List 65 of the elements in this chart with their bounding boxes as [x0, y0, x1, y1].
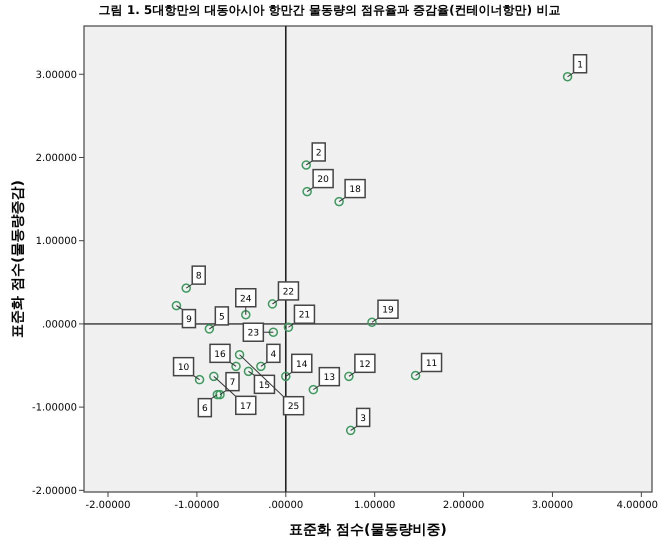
- x-tick-label: -2.00000: [86, 500, 130, 511]
- annotation: 22: [282, 287, 294, 298]
- y-tick-label: 3.00000: [36, 70, 77, 81]
- annotation: 21: [298, 310, 310, 321]
- annotation: 5: [218, 312, 225, 322]
- annotation: 9: [186, 315, 192, 326]
- point: [302, 186, 312, 196]
- point: [234, 350, 244, 360]
- annotation: 2: [316, 148, 322, 158]
- chart-title: 그림 1. 5대항만의 대동아시아 항만간 물동량의 점유율과 증감율(컨테이너항만) 비교: [98, 3, 560, 17]
- annotation: 18: [349, 185, 362, 196]
- y-tick-label: -1.00000: [32, 402, 77, 414]
- y-tick-label: .00000: [42, 319, 77, 330]
- y-tick-label: -2.00000: [32, 486, 77, 497]
- annotation: 14: [296, 360, 308, 370]
- point: [181, 283, 191, 293]
- annotation: 4: [270, 350, 277, 360]
- annotation: 23: [248, 328, 260, 339]
- annotation: 17: [240, 402, 252, 412]
- point: [209, 372, 219, 382]
- y-tick-label: 2.00000: [36, 152, 77, 164]
- point: [410, 370, 420, 380]
- x-tick-label: 4.00000: [616, 500, 658, 511]
- point: [334, 196, 344, 206]
- annotation: 24: [240, 294, 252, 304]
- x-tick-label: -1.00000: [174, 500, 220, 511]
- point: [367, 317, 377, 327]
- point: [268, 299, 278, 309]
- point: [346, 426, 356, 436]
- annotation: 16: [214, 350, 226, 360]
- point: [284, 322, 294, 332]
- x-tick-label: 3.00000: [532, 500, 574, 511]
- point: [562, 72, 572, 82]
- point: [244, 366, 254, 376]
- point: [204, 324, 214, 334]
- point: [194, 374, 204, 384]
- point: [241, 310, 251, 320]
- point: [231, 362, 241, 372]
- annotation: 15: [258, 380, 270, 391]
- annotation: 25: [288, 402, 300, 412]
- annotation: 1: [577, 60, 583, 70]
- annotation: 3: [360, 414, 366, 424]
- point: [256, 362, 266, 372]
- x-tick-label: 1.00000: [354, 500, 396, 511]
- annotation: 6: [202, 404, 208, 414]
- x-tick-label: 2.00000: [442, 500, 484, 511]
- annotation: 13: [324, 373, 336, 384]
- annotation: 20: [317, 175, 330, 186]
- x-tick-label: .00000: [268, 500, 304, 511]
- point: [268, 327, 278, 337]
- x-axis-title: 표준화 점수(물동량비중): [289, 522, 447, 538]
- point: [344, 372, 354, 382]
- annotation: 12: [359, 360, 371, 370]
- annotation: 8: [196, 272, 202, 282]
- y-tick-label: 1.00000: [36, 236, 77, 248]
- point: [212, 390, 222, 400]
- point: [308, 384, 318, 394]
- y-axis-title: 표준화 점수(물동량증감): [10, 180, 26, 338]
- point: [281, 372, 291, 382]
- point: [172, 300, 182, 310]
- annotation: 19: [382, 306, 394, 316]
- annotation: 10: [178, 363, 190, 374]
- point: [301, 160, 311, 170]
- annotation: 7: [230, 378, 236, 388]
- annotation: 11: [426, 359, 438, 369]
